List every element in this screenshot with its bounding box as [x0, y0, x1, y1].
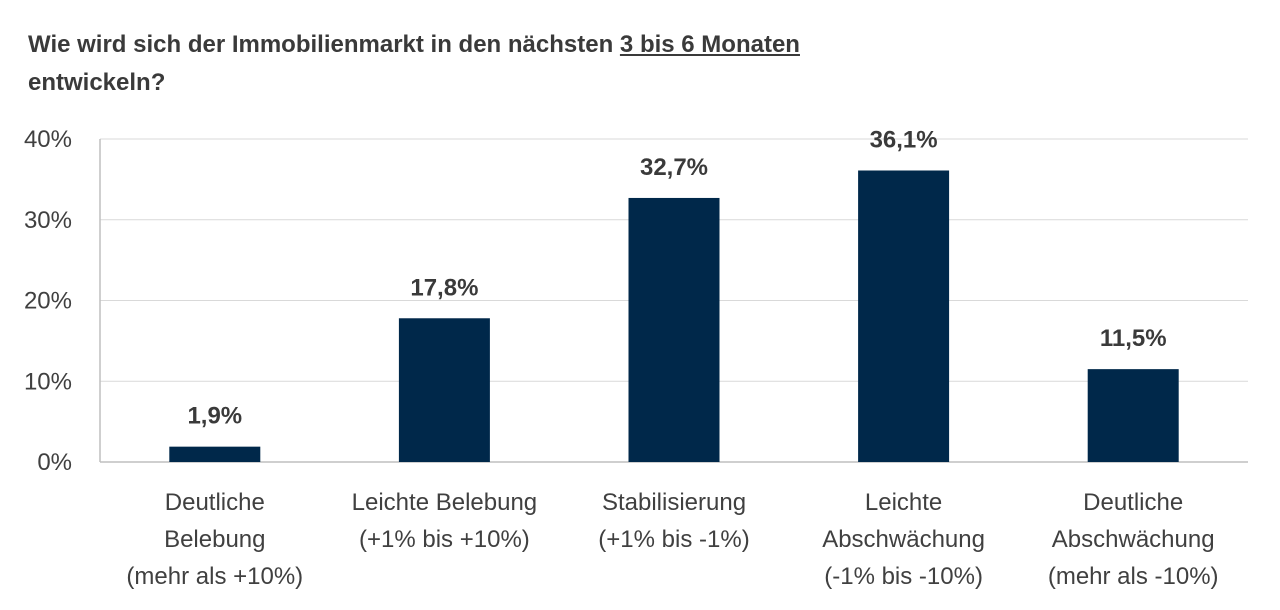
y-tick-label: 30% — [24, 207, 72, 234]
bar — [398, 318, 490, 462]
x-tick-label: Leichte Belebung — [352, 489, 537, 516]
x-tick-label: Deutliche — [165, 489, 265, 516]
bar — [858, 170, 950, 462]
bar — [169, 446, 261, 462]
data-label: 17,8% — [410, 274, 478, 301]
y-tick-label: 20% — [24, 288, 72, 315]
x-tick-label: (mehr als +10%) — [126, 563, 303, 590]
y-tick-label: 10% — [24, 368, 72, 395]
y-tick-label: 0% — [37, 449, 72, 476]
data-label: 36,1% — [870, 126, 938, 153]
data-label: 32,7% — [640, 154, 708, 181]
chart-title: Wie wird sich der Immobilienmarkt in den… — [28, 31, 800, 96]
x-tick-label: Leichte — [865, 489, 942, 516]
bar — [628, 197, 720, 462]
bar — [1087, 369, 1179, 462]
chart-title-underlined: 3 bis 6 Monaten — [619, 31, 800, 58]
x-tick-label: (+1% bis -1%) — [598, 526, 749, 553]
x-tick-label: Stabilisierung — [602, 489, 746, 516]
x-tick-label: Abschwächung — [1052, 526, 1215, 553]
x-tick-label: (mehr als -10%) — [1048, 563, 1219, 590]
data-label: 11,5% — [1100, 325, 1167, 352]
x-tick-label: (+1% bis +10%) — [359, 526, 530, 553]
x-tick-label: Abschwächung — [822, 526, 985, 553]
data-label: 1,9% — [187, 403, 242, 430]
x-tick-label: (-1% bis -10%) — [824, 563, 983, 590]
x-tick-label: Belebung — [164, 526, 265, 553]
y-tick-label: 40% — [24, 126, 72, 153]
x-tick-label: Deutliche — [1083, 489, 1183, 516]
